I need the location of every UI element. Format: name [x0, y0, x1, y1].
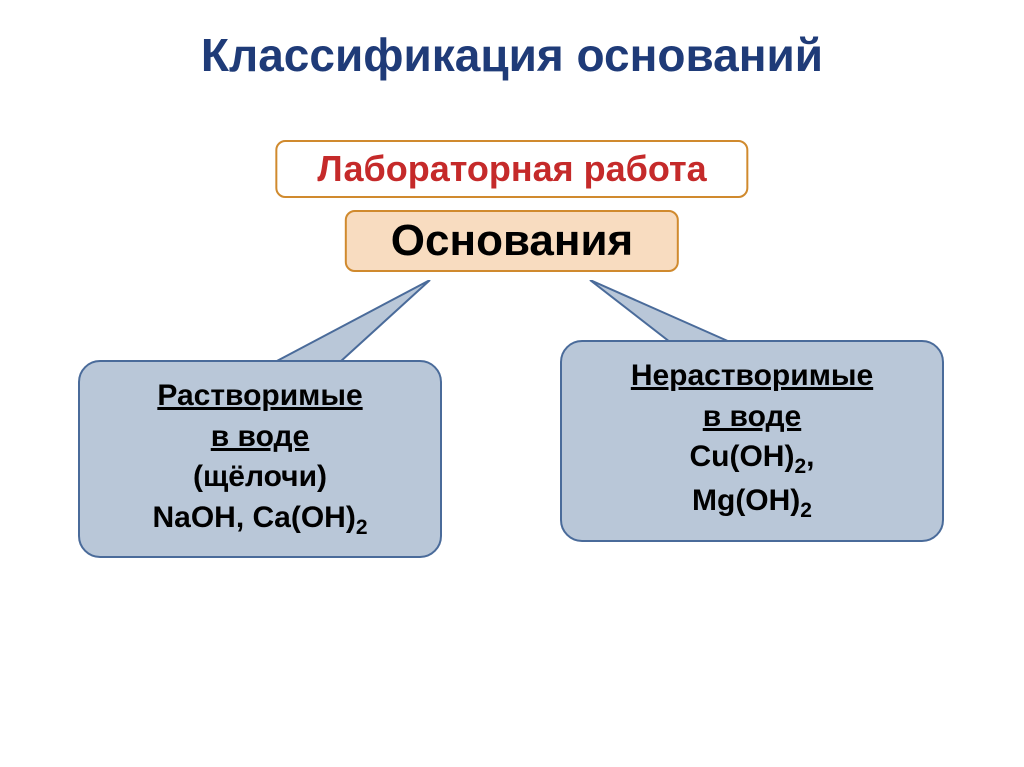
leaf-insoluble: Нерастворимые в воде Cu(OH)2, Mg(OH)2	[560, 340, 944, 542]
leaf-soluble-sub1: (щёлочи)	[193, 460, 327, 493]
leaf-insoluble-title2: в воде	[703, 400, 801, 433]
connector-left	[275, 280, 430, 362]
leaf-soluble-title2: в воде	[211, 420, 309, 453]
page-title: Классификация оснований	[0, 28, 1024, 82]
leaf-insoluble-title1: Нерастворимые	[631, 359, 873, 392]
leaf-soluble-sub2: NaOH, Ca(OH)2	[152, 501, 367, 534]
leaf-soluble-title1: Растворимые	[157, 379, 362, 412]
leaf-insoluble-sub2: Mg(OH)2	[692, 484, 812, 517]
connector-right	[590, 280, 730, 342]
subtitle-box: Лабораторная работа	[275, 140, 748, 198]
root-node: Основания	[345, 210, 679, 272]
leaf-soluble: Растворимые в воде (щёлочи) NaOH, Ca(OH)…	[78, 360, 442, 558]
leaf-insoluble-sub1: Cu(OH)2,	[689, 440, 814, 473]
